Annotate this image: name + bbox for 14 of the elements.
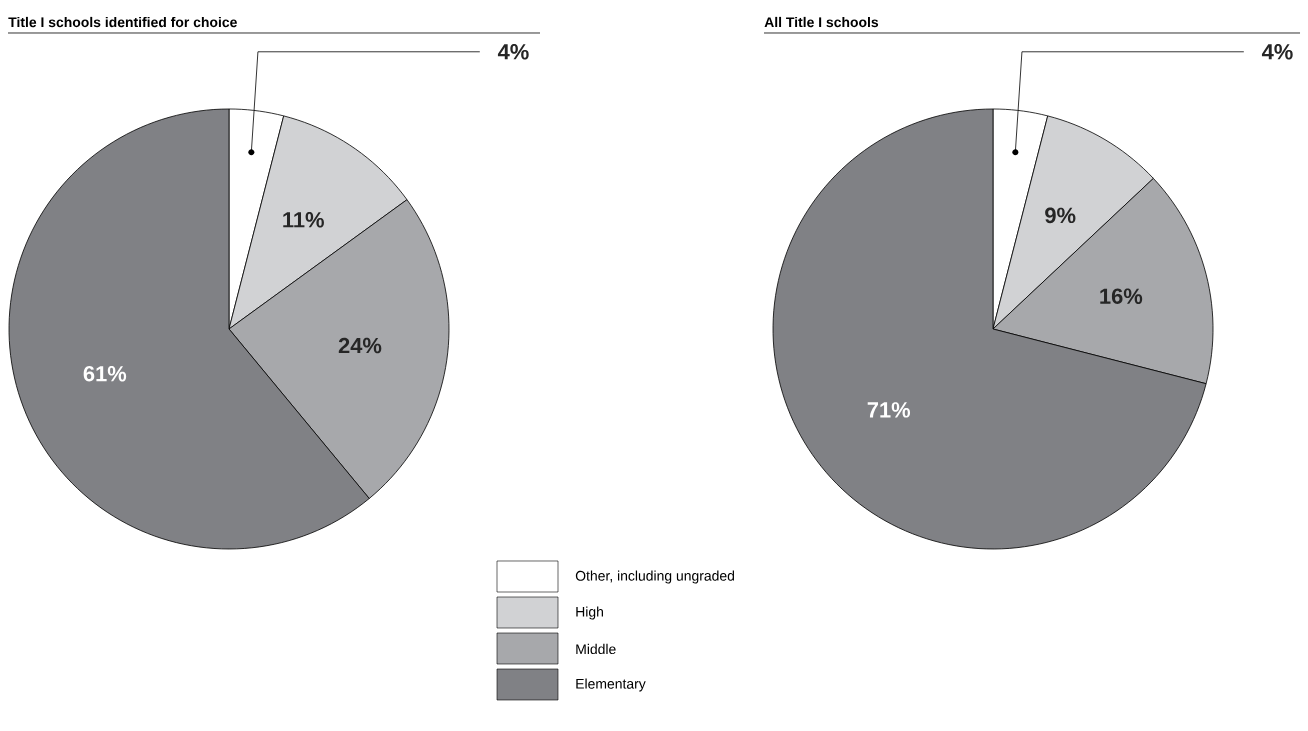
legend-label: High xyxy=(576,606,603,620)
data-label: 24% xyxy=(338,337,382,354)
data-label: 71% xyxy=(867,402,911,418)
data-label: 4% xyxy=(497,44,529,60)
chart-title: All Title I schools xyxy=(764,16,879,28)
data-label: 61% xyxy=(83,365,127,382)
legend-label: Middle xyxy=(576,643,616,655)
chart-title: Title I schools identified for choice xyxy=(8,16,237,28)
data-label: 11% xyxy=(283,212,324,228)
data-label: 4% xyxy=(1261,44,1293,60)
data-label: 16% xyxy=(1100,288,1143,304)
data-label: 9% xyxy=(1045,207,1076,224)
legend-label: Other, including ungraded xyxy=(575,570,735,584)
legend-label: Elementary xyxy=(576,678,646,692)
